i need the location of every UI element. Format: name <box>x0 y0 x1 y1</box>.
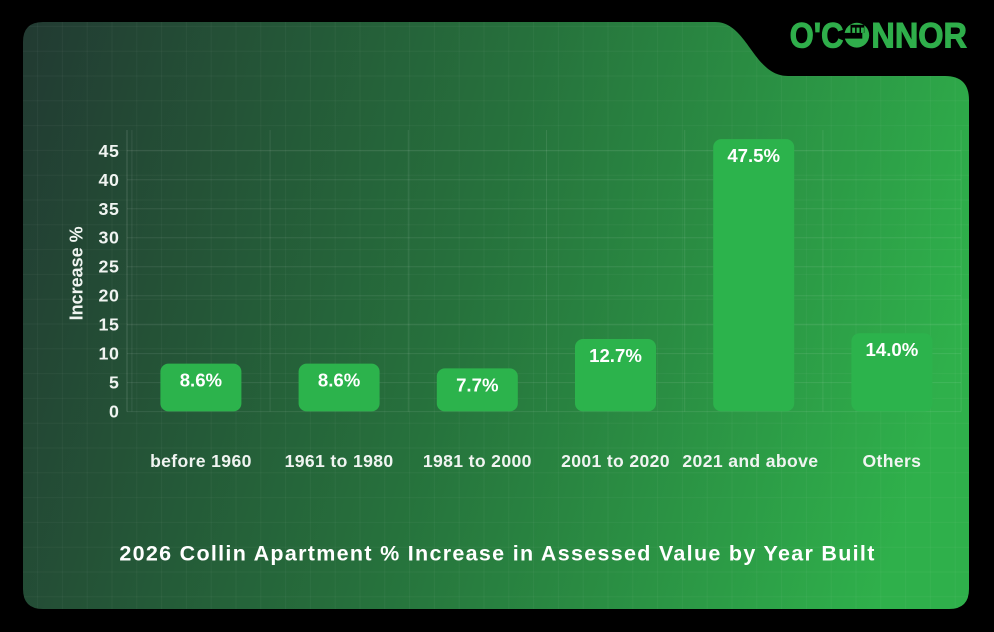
svg-text:O'C: O'C <box>790 16 844 56</box>
svg-text:10: 10 <box>99 344 120 364</box>
svg-text:25: 25 <box>99 257 120 277</box>
svg-text:40: 40 <box>99 170 120 190</box>
svg-text:12.7%: 12.7% <box>589 345 642 366</box>
svg-text:2026 Collin Apartment % Increa: 2026 Collin Apartment % Increase in Asse… <box>119 542 875 566</box>
svg-text:7.7%: 7.7% <box>456 374 499 395</box>
svg-text:Others: Others <box>862 451 921 471</box>
svg-text:0: 0 <box>109 402 120 422</box>
svg-text:45: 45 <box>99 141 120 161</box>
svg-text:20: 20 <box>99 286 120 306</box>
svg-text:NNOR: NNOR <box>871 16 967 56</box>
svg-text:before 1960: before 1960 <box>150 451 252 471</box>
svg-text:8.6%: 8.6% <box>318 370 361 391</box>
svg-text:2021 and above: 2021 and above <box>682 451 818 471</box>
svg-text:1981 to 2000: 1981 to 2000 <box>423 451 532 471</box>
svg-text:8.6%: 8.6% <box>180 370 223 391</box>
svg-text:5: 5 <box>109 373 120 393</box>
svg-text:2001 to 2020: 2001 to 2020 <box>561 451 670 471</box>
svg-text:Increase %: Increase % <box>66 226 86 320</box>
svg-text:35: 35 <box>99 199 120 219</box>
svg-text:15: 15 <box>99 315 120 335</box>
svg-text:47.5%: 47.5% <box>727 145 780 166</box>
svg-text:14.0%: 14.0% <box>866 339 919 360</box>
svg-text:30: 30 <box>99 228 120 248</box>
svg-text:1961 to 1980: 1961 to 1980 <box>285 451 394 471</box>
